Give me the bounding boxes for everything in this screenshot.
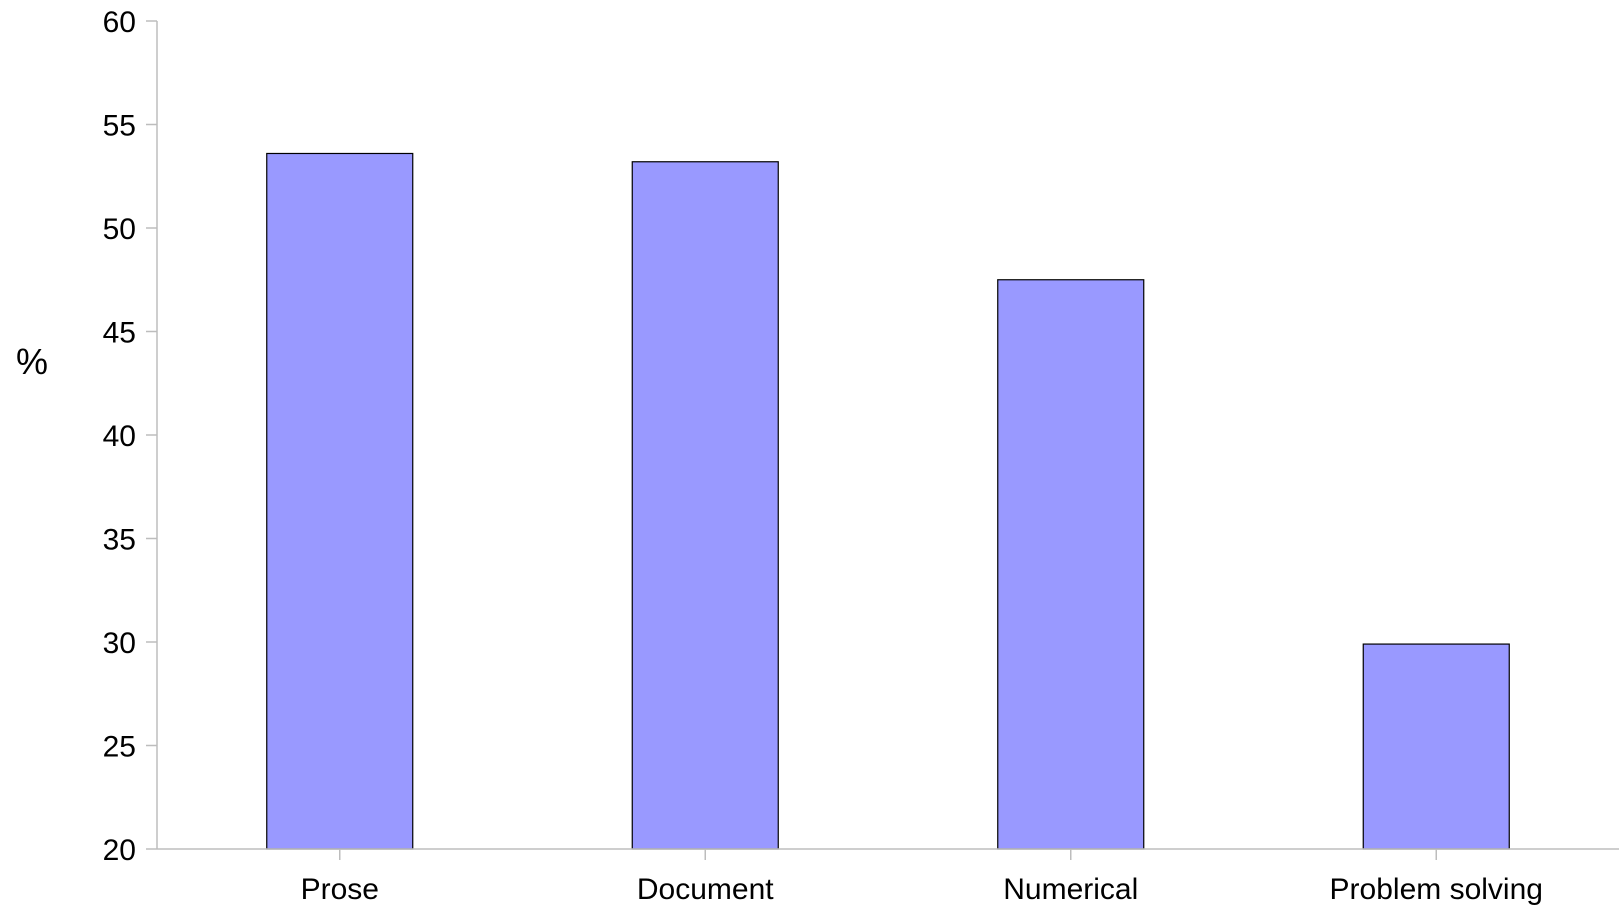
x-tick-label: Prose (301, 873, 379, 906)
bar-prose (266, 152, 414, 850)
y-tick-label: 40 (103, 420, 136, 453)
bar-problem-solving (1362, 643, 1510, 850)
bars-layer (266, 152, 1510, 850)
y-tick-label: 55 (103, 110, 136, 143)
y-tick-label: 50 (103, 213, 136, 246)
x-tick-label: Document (637, 873, 774, 906)
y-tick-label: 25 (103, 731, 136, 764)
y-tick-label: 35 (103, 524, 136, 557)
bar-numerical (997, 279, 1145, 850)
y-tick-label: 30 (103, 627, 136, 660)
x-tick-label: Numerical (1003, 873, 1138, 906)
y-axis-title: % (16, 341, 48, 382)
y-ticks: 20 25 30 35 40 45 50 55 60 (103, 6, 157, 867)
y-tick-label: 45 (103, 317, 136, 350)
x-tick-label: Problem solving (1330, 873, 1543, 906)
y-tick-label: 20 (103, 834, 136, 867)
y-tick-label: 60 (103, 6, 136, 39)
x-ticks: Prose Document Numerical Problem solving (301, 849, 1543, 906)
bar-document (631, 161, 779, 850)
